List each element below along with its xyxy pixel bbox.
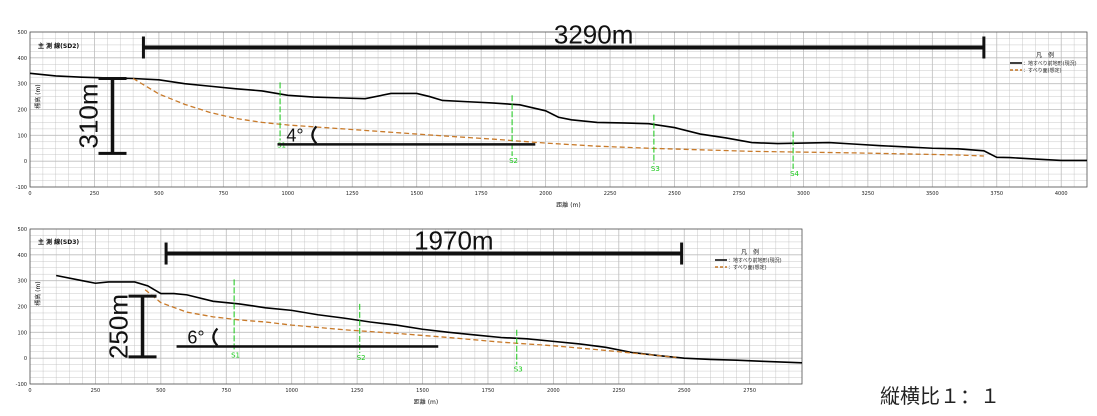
chart-sd2-plot-frame <box>29 31 1088 188</box>
chart-sd3-legend-label: ：地すべり前地形(現況) <box>728 257 782 264</box>
chart-sd3-angle-arc <box>212 327 219 347</box>
chart-sd3-x-tick-label: 1750 <box>482 388 495 394</box>
chart-sd3-x-tick-label: 0 <box>28 388 31 394</box>
chart-sd3-x-tick-label: 1250 <box>351 388 364 394</box>
chart-sd2-y-axis-label: 標高 (m) <box>34 84 42 108</box>
chart-sd2-legend-title: 凡 例 <box>1036 51 1054 59</box>
chart-sd2-y-tick-label: 0 <box>24 159 27 165</box>
chart-sd2-x-axis-label: 距離 (m) <box>556 201 580 209</box>
chart-sd2-y-tick-label: 400 <box>17 56 27 62</box>
chart-sd3-x-tick-label: 2250 <box>612 388 625 394</box>
chart-sd3-series-slip <box>144 289 677 359</box>
chart-sd2-y-tick-label: 500 <box>17 30 27 36</box>
chart-sd2-x-tick-label: 3500 <box>926 191 939 197</box>
chart-sd2-series-ground <box>29 72 1087 162</box>
chart-sd3-angle-label: 6° <box>187 328 204 348</box>
chart-sd2-x-tick-label: 500 <box>154 191 164 197</box>
chart-sd3-x-tick-label: 1500 <box>416 388 429 394</box>
chart-sd3-legend-title: 凡 例 <box>741 248 759 256</box>
chart-sd3-y-tick-label: 200 <box>17 305 27 311</box>
chart-sd2-angle-arc <box>311 125 318 145</box>
chart-sd2-x-tick-label: 2750 <box>733 191 746 197</box>
chart-sd3-y-axis-label: 標高 (m) <box>34 281 42 305</box>
chart-sd2-x-tick-label: 2000 <box>539 191 552 197</box>
chart-sd3-x-tick-label: 500 <box>156 388 166 394</box>
profile-chart-sd3: 0 250 500 750 1000 1250 1500 1750 2000 2250 2500 27… <box>16 226 803 406</box>
chart-sd2-section-label: S2 <box>509 157 518 165</box>
chart-sd2-section-label: S3 <box>651 165 660 173</box>
chart-sd3-legend-label: ：すべり面(想定) <box>728 264 767 271</box>
chart-sd2-x-tick-label: 3000 <box>797 191 810 197</box>
profile-chart-sd2: 0 250 500 750 1000 1250 1500 1750 2000 2250 2500 27… <box>16 20 1088 209</box>
chart-sd3-plot-frame <box>29 228 803 385</box>
chart-sd2-y-tick-label: -100 <box>16 185 27 191</box>
chart-sd2-y-tick-label: 300 <box>17 82 27 88</box>
chart-sd2-x-tick-label: 4000 <box>1055 191 1068 197</box>
chart-sd2-x-tick-label: 2500 <box>668 191 681 197</box>
chart-sd2-y-tick-label: 200 <box>17 108 27 114</box>
chart-sd3-section-label: S1 <box>231 351 240 359</box>
chart-sd2-section-label: S4 <box>790 170 799 178</box>
chart-sd3-length-label: 1970m <box>414 226 494 256</box>
chart-sd2-legend-label: ：地すべり前地形(現況) <box>1023 60 1077 67</box>
chart-sd3-y-tick-label: 300 <box>17 279 27 285</box>
aspect-ratio-note: 縦横比１：１ <box>880 384 1000 408</box>
chart-sd3-title: 主 測 線(SD3) <box>38 238 79 246</box>
chart-sd3-y-tick-label: 500 <box>17 227 27 233</box>
chart-sd2-series-slip <box>132 77 984 157</box>
chart-sd3-x-axis-label: 距離 (m) <box>414 398 438 406</box>
chart-sd3-x-tick-label: 250 <box>91 388 101 394</box>
chart-sd3-height-label: 250m <box>103 294 133 359</box>
chart-sd3-y-tick-label: 100 <box>17 330 27 336</box>
chart-sd2-length-label: 3290m <box>554 20 634 50</box>
chart-sd2-x-tick-label: 1500 <box>410 191 423 197</box>
chart-sd2-legend-label: ：すべり面(想定) <box>1023 67 1062 74</box>
chart-sd2-x-tick-label: 3250 <box>861 191 874 197</box>
chart-sd3-series-ground <box>56 274 803 364</box>
chart-sd3-section-label: S2 <box>357 354 366 362</box>
chart-sd2-x-tick-label: 1000 <box>281 191 294 197</box>
chart-sd3-y-tick-label: -100 <box>16 382 27 388</box>
chart-sd3-x-tick-label: 2750 <box>743 388 756 394</box>
chart-sd2-angle-label: 4° <box>286 125 303 145</box>
chart-sd2-x-tick-label: 750 <box>219 191 229 197</box>
chart-sd3-section-label: S3 <box>514 366 523 374</box>
chart-sd3-x-tick-label: 2500 <box>678 388 691 394</box>
chart-sd2-y-tick-label: 100 <box>17 133 27 139</box>
chart-sd2-x-tick-label: 3750 <box>990 191 1003 197</box>
chart-sd3-y-tick-label: 0 <box>24 356 27 362</box>
chart-sd2-title: 主 測 線(SD2) <box>38 42 79 50</box>
chart-sd3-x-tick-label: 1000 <box>285 388 298 394</box>
chart-sd3-y-tick-label: 400 <box>17 253 27 259</box>
chart-sd3-x-tick-label: 750 <box>221 388 231 394</box>
chart-sd3-x-tick-label: 2000 <box>547 388 560 394</box>
chart-sd2-height-label: 310m <box>73 83 103 148</box>
chart-sd2-x-tick-label: 1250 <box>346 191 359 197</box>
chart-sd2-x-tick-label: 1750 <box>475 191 488 197</box>
chart-sd2-x-tick-label: 0 <box>28 191 31 197</box>
chart-sd2-x-tick-label: 2250 <box>604 191 617 197</box>
chart-sd2-x-tick-label: 250 <box>90 191 100 197</box>
